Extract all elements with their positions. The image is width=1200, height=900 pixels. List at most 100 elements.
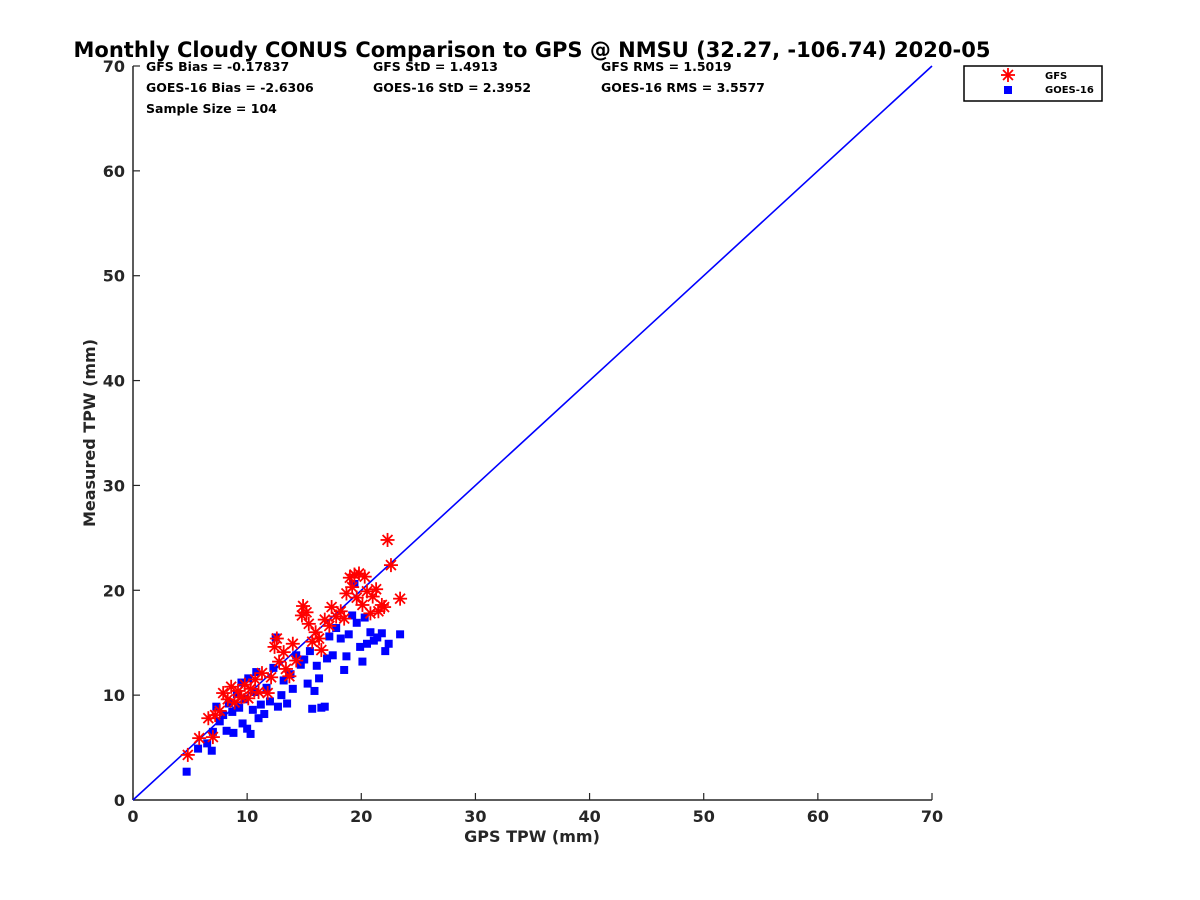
goes16-point	[342, 652, 351, 661]
gfs-point	[322, 618, 337, 633]
goes16-point	[310, 686, 319, 695]
goes16-point	[222, 726, 231, 735]
x-tick-label: 20	[350, 807, 372, 826]
y-tick-label: 40	[103, 372, 125, 391]
goes16-point	[283, 699, 292, 708]
goes16-point	[246, 729, 255, 738]
goes16-point	[273, 702, 282, 711]
goes16-point	[240, 695, 249, 704]
goes16-point	[352, 618, 361, 627]
gfs-point	[345, 580, 360, 595]
gfs-point	[260, 686, 275, 701]
legend-gfs-asterisk	[1001, 68, 1015, 82]
gfs-point	[251, 684, 266, 699]
x-tick-label: 60	[807, 807, 829, 826]
goes16-point	[279, 676, 288, 685]
goes16-point	[358, 657, 367, 666]
goes-bias-text: GOES-16 Bias = -2.6306	[146, 80, 314, 95]
gfs-point	[264, 670, 279, 685]
goes16-point	[377, 629, 386, 638]
gfs-point	[383, 558, 398, 573]
goes16-point	[325, 632, 334, 641]
gfs-point	[212, 703, 227, 718]
gfs-rms-text: GFS RMS = 1.5019	[601, 59, 732, 74]
y-tick-label: 10	[103, 686, 125, 705]
legend-goes-label: GOES-16	[1045, 85, 1094, 96]
gfs-point	[363, 606, 378, 621]
legend-gfs-marker	[1001, 68, 1015, 82]
goes-std-text: GOES-16 StD = 2.3952	[373, 80, 531, 95]
goes16-point	[256, 700, 265, 709]
goes16-point	[265, 697, 274, 706]
gfs-point	[180, 747, 195, 762]
goes16-point	[254, 714, 263, 723]
goes16-point	[328, 651, 337, 660]
x-tick-label: 10	[236, 807, 258, 826]
legend-box	[963, 65, 1103, 102]
y-tick-label: 20	[103, 581, 125, 600]
gfs-point	[289, 653, 304, 668]
x-tick-label: 40	[578, 807, 600, 826]
y-axis-label: Measured TPW (mm)	[80, 339, 99, 527]
gfs-point	[205, 730, 220, 745]
gfs-std-text: GFS StD = 1.4913	[373, 59, 498, 74]
goes16-point	[384, 639, 393, 648]
goes16-point	[381, 647, 390, 656]
x-tick-label: 50	[693, 807, 715, 826]
goes16-point	[237, 678, 246, 687]
gfs-point	[317, 612, 332, 627]
goes16-point	[243, 724, 252, 733]
gfs-point	[349, 590, 364, 605]
gfs-point	[377, 600, 392, 615]
goes16-point	[308, 704, 317, 713]
goes16-point	[396, 630, 405, 639]
goes16-point	[315, 674, 324, 683]
sample-size-text: Sample Size = 104	[146, 101, 277, 116]
gfs-point	[269, 631, 284, 646]
y-tick-label: 0	[114, 791, 125, 810]
gfs-point	[314, 643, 329, 658]
gfs-point	[393, 591, 408, 606]
goes16-point	[207, 746, 216, 755]
x-tick-label: 0	[127, 807, 138, 826]
gfs-point	[192, 731, 207, 746]
goes16-point	[232, 690, 241, 699]
goes16-point	[215, 717, 224, 726]
gfs-point	[299, 605, 314, 620]
goes16-point	[362, 639, 371, 648]
goes16-point	[229, 728, 238, 737]
goes16-point	[252, 668, 261, 677]
chart-title: Monthly Cloudy CONUS Comparison to GPS @…	[74, 38, 991, 62]
goes16-point	[194, 744, 203, 753]
gfs-point	[285, 636, 300, 651]
gfs-point	[282, 669, 297, 684]
goes16-point	[336, 634, 345, 643]
x-axis-label: GPS TPW (mm)	[464, 827, 600, 846]
goes16-point	[320, 702, 329, 711]
goes16-point	[312, 661, 321, 670]
goes16-point	[277, 691, 286, 700]
goes-rms-text: GOES-16 RMS = 3.5577	[601, 80, 765, 95]
x-tick-label: 30	[464, 807, 486, 826]
y-tick-label: 60	[103, 162, 125, 181]
legend-gfs-label: GFS	[1045, 71, 1067, 82]
legend-goes-marker	[1004, 86, 1012, 94]
goes16-point	[305, 647, 314, 656]
goes16-point	[238, 719, 247, 728]
gfs-point	[369, 582, 384, 597]
gfs-bias-text: GFS Bias = -0.17837	[146, 59, 289, 74]
gfs-point	[216, 686, 231, 701]
goes16-point	[360, 613, 369, 622]
gfs-point	[357, 569, 372, 584]
stats-block: GFS Bias = -0.17837 GFS StD = 1.4913 GFS…	[146, 59, 765, 116]
goes16-point	[262, 683, 271, 692]
x-tick-label: 70	[921, 807, 943, 826]
goes16-point	[344, 630, 353, 639]
goes16-point	[248, 705, 257, 714]
gfs-point	[276, 645, 291, 660]
goes16-point	[288, 684, 297, 693]
gfs-point	[337, 611, 352, 626]
y-tick-label: 30	[103, 476, 125, 495]
